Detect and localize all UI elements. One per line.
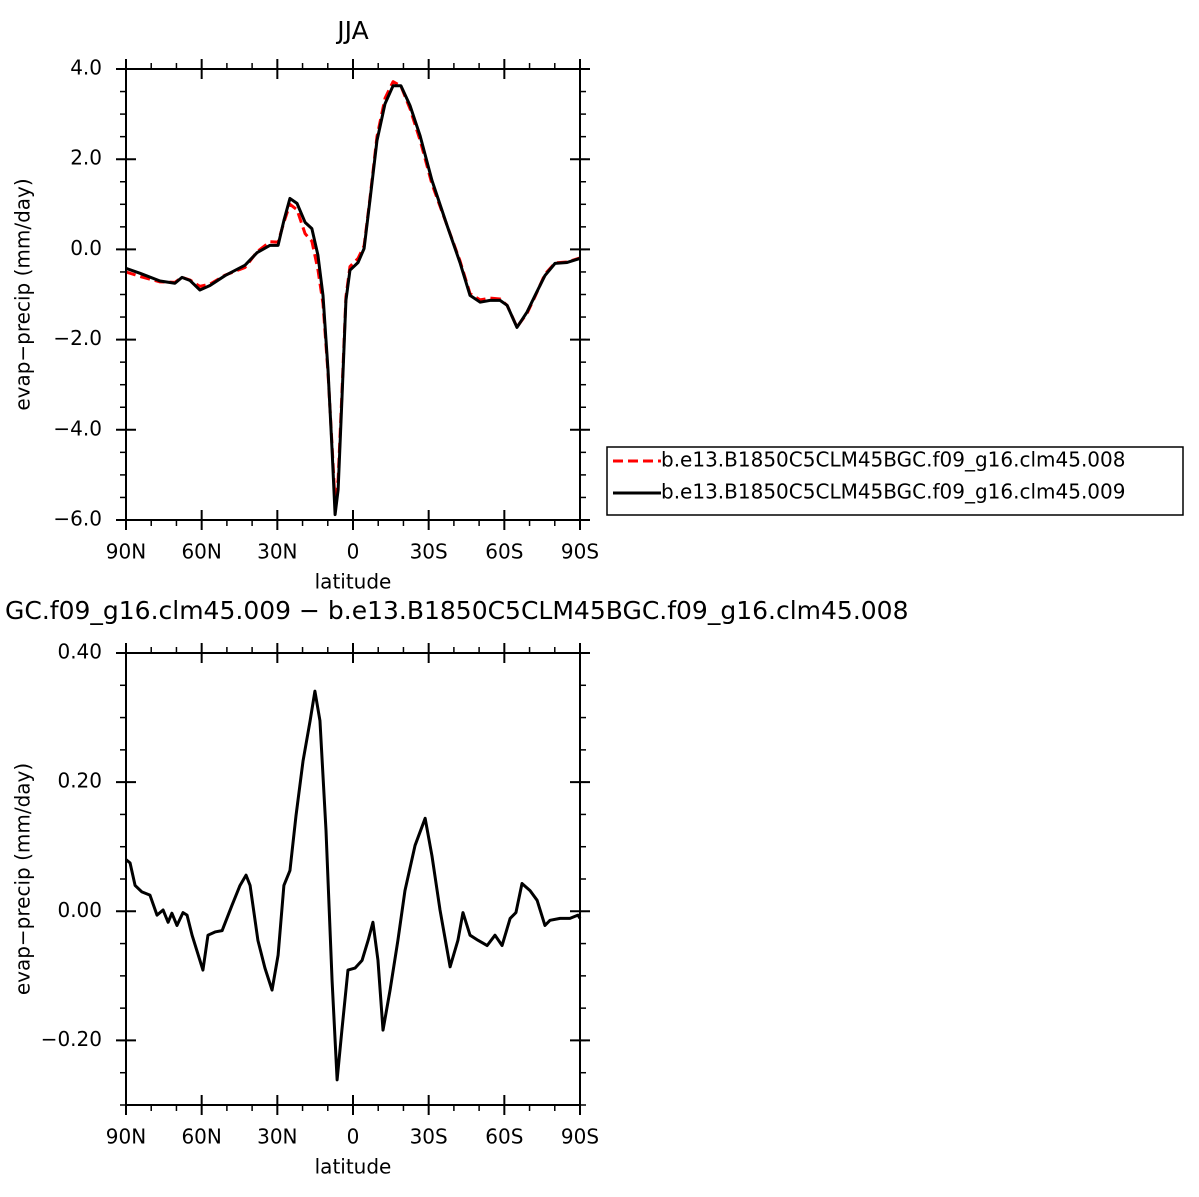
y-tick-label: −0.20 (41, 1027, 102, 1051)
x-tick-label: 30N (257, 1125, 297, 1149)
x-tick-label: 60N (181, 540, 221, 564)
y-axis-title: evap−precip (mm/day) (11, 763, 35, 995)
data-line (125, 689, 582, 1082)
x-tick-label: 60N (181, 1125, 221, 1149)
chart-title: GC.f09_g16.clm45.009 − b.e13.B1850C5CLM4… (5, 596, 908, 625)
x-tick-label: 90N (106, 540, 146, 564)
x-tick-label: 30N (257, 540, 297, 564)
y-tick-label: −4.0 (53, 416, 102, 440)
x-tick-label: 0 (347, 540, 360, 564)
x-tick-label: 90N (106, 1125, 146, 1149)
y-tick-label: 0.0 (70, 236, 102, 260)
y-tick-label: −6.0 (53, 507, 102, 531)
legend-label: b.e13.B1850C5CLM45BGC.f09_g16.clm45.009 (661, 480, 1125, 504)
x-tick-label: 90S (561, 540, 599, 564)
chart-title: JJA (335, 16, 368, 45)
x-axis-title: latitude (315, 570, 392, 594)
y-tick-label: −2.0 (53, 326, 102, 350)
x-axis-title: latitude (315, 1155, 392, 1179)
y-tick-label: 2.0 (70, 146, 102, 170)
legend-box (606, 446, 1184, 516)
y-tick-label: 0.20 (57, 769, 102, 793)
x-tick-label: 60S (485, 540, 523, 564)
y-tick-label: 4.0 (70, 56, 102, 80)
plot-frame (125, 68, 581, 521)
y-tick-label: 0.40 (57, 640, 102, 664)
y-tick-label: 0.00 (57, 898, 102, 922)
data-line (125, 84, 581, 517)
y-axis-title: evap−precip (mm/day) (11, 178, 35, 410)
x-tick-label: 60S (485, 1125, 523, 1149)
data-line (125, 80, 581, 505)
plot-frame (125, 652, 581, 1106)
x-tick-label: 30S (410, 540, 448, 564)
x-tick-label: 90S (561, 1125, 599, 1149)
x-tick-label: 0 (347, 1125, 360, 1149)
legend-label: b.e13.B1850C5CLM45BGC.f09_g16.clm45.008 (661, 448, 1125, 472)
x-tick-label: 30S (410, 1125, 448, 1149)
